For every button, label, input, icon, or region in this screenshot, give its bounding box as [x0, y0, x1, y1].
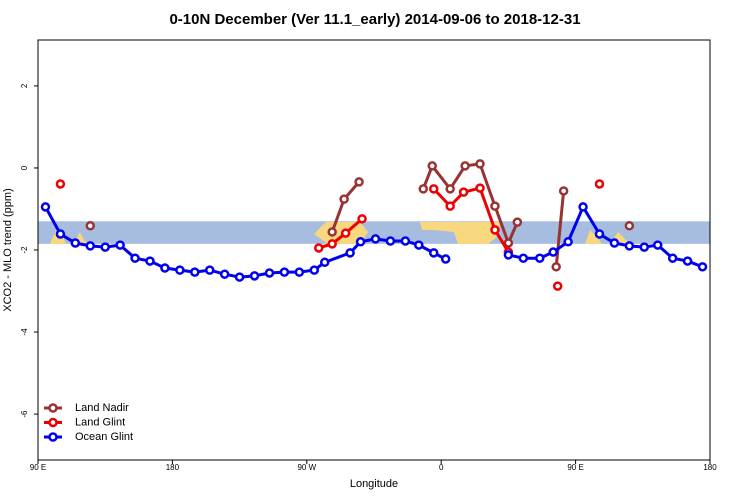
point: [294, 267, 305, 277]
point: [55, 229, 66, 239]
x-tick-label: 0: [439, 463, 444, 472]
legend-marker: [48, 403, 58, 413]
point: [340, 228, 351, 238]
point: [85, 221, 96, 231]
point: [652, 240, 663, 250]
point: [327, 227, 337, 237]
point: [339, 194, 349, 204]
y-tick-label: -2: [20, 246, 29, 254]
point: [503, 238, 514, 248]
point: [594, 179, 605, 189]
point: [219, 269, 230, 279]
point: [115, 240, 125, 250]
point: [279, 267, 290, 277]
point: [624, 241, 635, 251]
point: [130, 253, 140, 263]
legend-label: Land Glint: [75, 416, 125, 428]
point: [609, 238, 620, 248]
point: [535, 253, 545, 263]
point: [204, 265, 215, 275]
legend-marker: [48, 432, 58, 442]
point: [697, 262, 708, 272]
point: [503, 250, 514, 260]
point: [458, 187, 469, 197]
point: [264, 268, 275, 278]
y-tick-label: 0: [20, 165, 29, 170]
point: [490, 225, 500, 235]
point: [490, 201, 500, 211]
point: [551, 262, 561, 272]
x-tick-label: 180: [703, 463, 717, 472]
y-tick-label: -6: [20, 410, 29, 418]
point: [309, 265, 320, 275]
point: [354, 177, 364, 187]
point: [234, 272, 245, 282]
series-line: [332, 164, 629, 267]
point: [190, 267, 200, 277]
point: [357, 214, 367, 224]
x-tick-label: 180: [166, 463, 180, 472]
point: [100, 242, 110, 252]
legend-marker: [48, 417, 58, 428]
land: [585, 230, 602, 244]
point: [639, 242, 650, 252]
point: [428, 248, 439, 258]
point: [55, 179, 66, 189]
point: [440, 254, 451, 264]
point: [319, 257, 330, 268]
legend-label: Land Nadir: [75, 402, 129, 414]
point: [475, 183, 485, 193]
point: [85, 241, 96, 251]
point: [552, 281, 563, 291]
point: [427, 161, 437, 171]
point: [160, 263, 170, 273]
land: [420, 222, 500, 244]
legend-label: Ocean Glint: [75, 431, 133, 443]
band-layer: [38, 221, 710, 244]
plot-frame: [37, 39, 711, 461]
point: [40, 202, 51, 212]
y-tick-label: 2: [20, 83, 29, 88]
x-tick-label: 90 W: [297, 463, 316, 472]
point: [418, 184, 429, 194]
point: [460, 161, 470, 171]
point: [70, 238, 81, 248]
point: [428, 184, 439, 194]
x-tick-label: 90 E: [567, 463, 583, 472]
point: [445, 184, 455, 194]
point: [355, 237, 366, 247]
point: [400, 236, 411, 246]
chart-title: 0-10N December (Ver 11.1_early) 2014-09-…: [169, 11, 580, 28]
point: [682, 256, 693, 266]
point: [624, 221, 635, 231]
point: [475, 159, 485, 169]
point: [558, 186, 569, 196]
point: [594, 229, 605, 239]
point: [667, 253, 678, 263]
point: [175, 265, 185, 275]
y-axis-label: XCO2 - MLO trend (ppm): [2, 188, 14, 311]
point: [563, 237, 573, 247]
point: [518, 253, 529, 263]
point: [249, 271, 260, 281]
reference-band: [38, 221, 710, 244]
y-tick-label: -4: [20, 328, 29, 336]
point: [370, 234, 381, 244]
x-tick-label: 90 E: [30, 463, 46, 472]
point: [313, 243, 324, 253]
point: [345, 248, 355, 258]
point: [385, 236, 396, 246]
point: [578, 202, 588, 212]
point: [327, 239, 337, 249]
point: [414, 240, 424, 250]
x-axis-label: Longitude: [350, 478, 398, 490]
point: [548, 247, 558, 257]
point: [145, 256, 155, 266]
point: [512, 217, 523, 227]
point: [445, 201, 455, 211]
